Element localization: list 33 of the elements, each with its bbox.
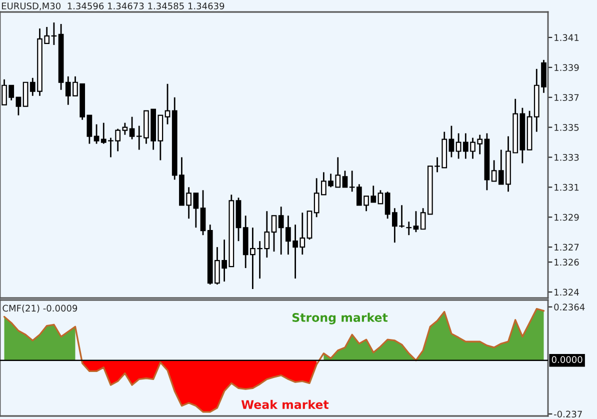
- chart-title: EURUSD,M30 1.34596 1.34673 1.34585 1.34639: [2, 2, 224, 10]
- annotation: Weak market: [241, 400, 329, 409]
- y-tick-label: 1.341: [554, 34, 579, 42]
- ref-line-label: 0.0000: [552, 356, 582, 363]
- y-tick-label: 1.335: [554, 124, 579, 131]
- y-tick-label: 1.337: [554, 94, 579, 101]
- y-tick-label: 1.339: [554, 64, 579, 71]
- annotation: Strong market: [292, 312, 388, 324]
- candlestick: [448, 125, 454, 158]
- y-tick-label: 1.331: [554, 184, 579, 191]
- candlestick: [86, 114, 92, 144]
- y-tick-label: -0.237: [554, 410, 582, 418]
- candlestick: [164, 83, 170, 125]
- y-tick-label: 1.324: [554, 288, 579, 296]
- candlestick: [129, 116, 135, 140]
- candlestick: [51, 22, 57, 46]
- y-tick-label: 1.333: [554, 154, 579, 161]
- y-tick-label: 0.2364: [554, 304, 585, 310]
- candlestick: [413, 210, 419, 233]
- y-tick-label: 1.329: [554, 214, 579, 221]
- candlestick: [491, 160, 497, 182]
- candlestick: [271, 214, 277, 252]
- candlestick: [406, 220, 412, 236]
- candlestick: [378, 189, 384, 204]
- candlestick: [94, 124, 100, 144]
- candlestick: [456, 132, 462, 160]
- y-tick-label: 1.327: [554, 244, 579, 251]
- candlestick: [22, 82, 28, 107]
- chart-title: CMF(21) -0.0009: [2, 304, 78, 313]
- candlestick: [16, 96, 22, 116]
- candlestick: [342, 170, 348, 188]
- y-tick-label: 1.326: [554, 258, 579, 266]
- candlestick: [200, 189, 206, 236]
